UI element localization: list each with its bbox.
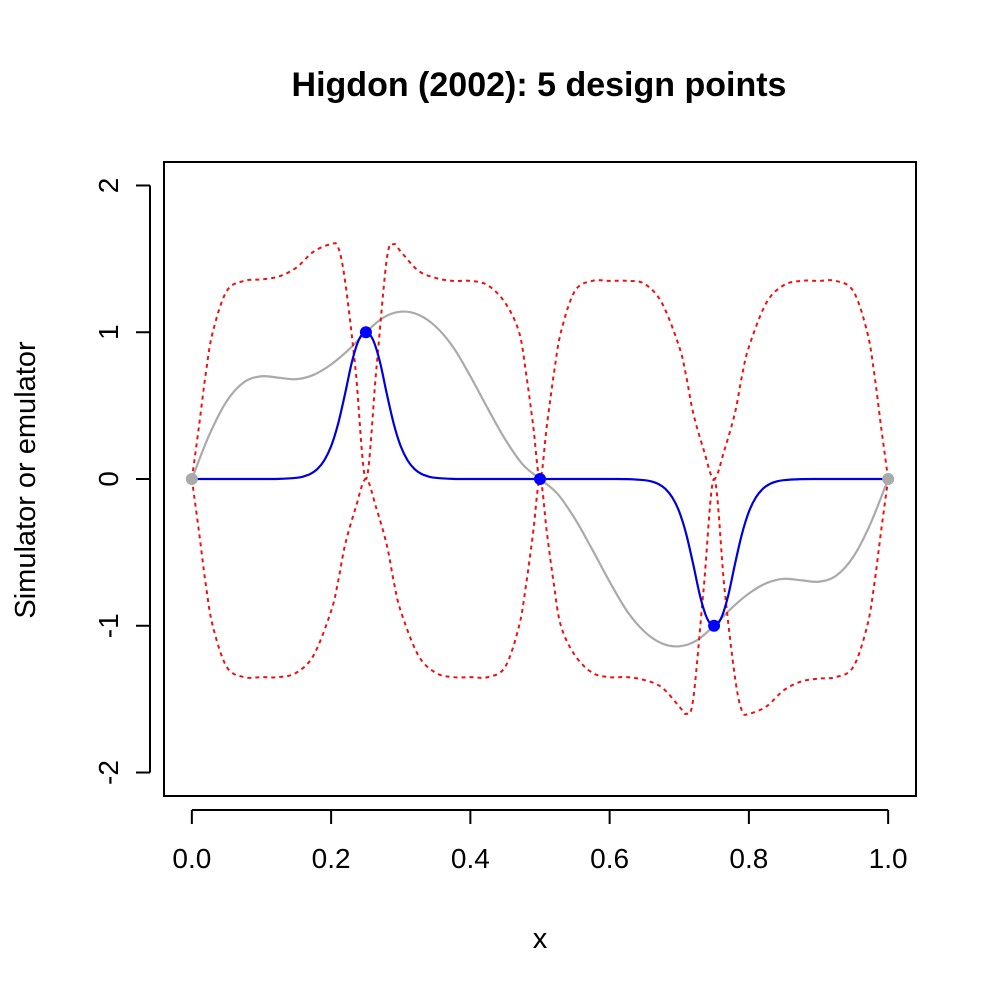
plot-frame (163, 161, 917, 797)
design-point (534, 473, 546, 485)
x-tick-label: 1.0 (869, 843, 908, 874)
y-tick-label: 2 (93, 178, 124, 194)
x-axis-label: x (533, 923, 548, 955)
design-points-layer (185, 326, 895, 632)
y-tick-label: 0 (93, 471, 124, 487)
y-tick-label: -2 (93, 760, 124, 785)
y-axis-label: Simulator or emulator (10, 341, 42, 619)
series-line-lower-bound (190, 478, 890, 716)
x-tick-label: 0.2 (312, 843, 351, 874)
y-tick-label: 1 (93, 324, 124, 340)
design-point (708, 619, 721, 632)
x-tick-label: 0.8 (729, 843, 768, 874)
design-point (359, 326, 372, 339)
x-tick-label: 0.0 (172, 843, 211, 874)
y-tick-label: -1 (93, 613, 124, 638)
design-point (185, 473, 198, 485)
chart-title: Higdon (2002): 5 design points (292, 66, 787, 104)
design-point (882, 473, 895, 485)
x-tick-label: 0.6 (590, 843, 629, 874)
x-axis: 0.0 0.2 0.4 0.6 0.8 1.0 (172, 809, 908, 874)
y-axis: -2 -1 0 1 2 (93, 178, 151, 785)
series-line-upper-bound (190, 242, 890, 480)
x-tick-label: 0.4 (451, 843, 490, 874)
